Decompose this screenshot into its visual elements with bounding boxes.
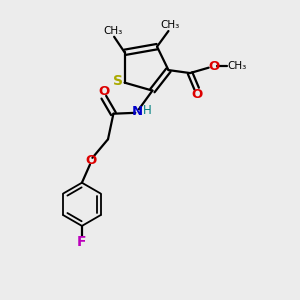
Text: F: F [77, 235, 87, 249]
Text: H: H [143, 104, 152, 117]
Text: O: O [98, 85, 110, 98]
Text: CH₃: CH₃ [227, 61, 247, 71]
Text: CH₃: CH₃ [160, 20, 179, 30]
Text: O: O [85, 154, 97, 167]
Text: O: O [191, 88, 202, 101]
Text: O: O [208, 60, 220, 73]
Text: N: N [132, 105, 143, 118]
Text: CH₃: CH₃ [103, 26, 122, 36]
Text: S: S [113, 74, 123, 88]
